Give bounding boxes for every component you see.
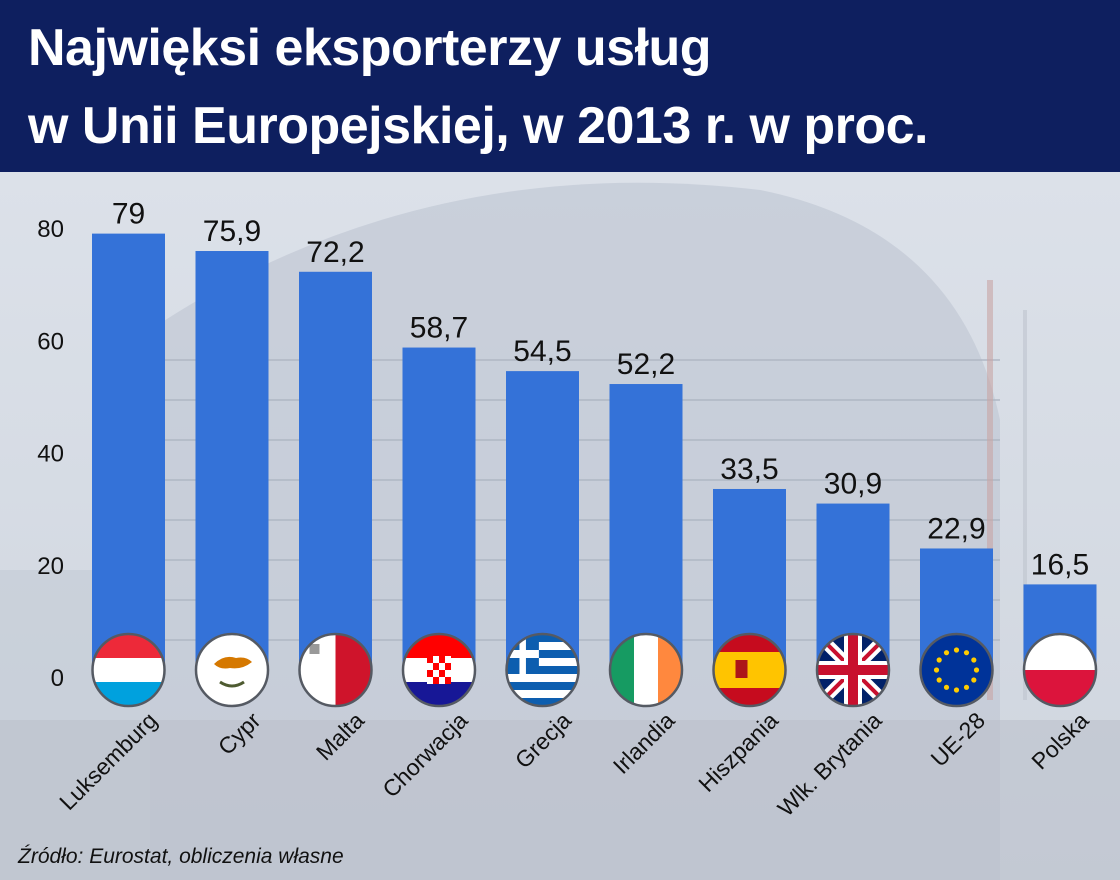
greece-flag-icon (505, 632, 580, 708)
bar (92, 233, 165, 668)
category-label: Hiszpania (693, 707, 783, 797)
bar-value-label: 58,7 (410, 312, 468, 345)
bar-group: 16,5 Polska (1022, 548, 1098, 774)
ireland-flag-icon (608, 632, 684, 708)
malta-flag-icon (298, 632, 373, 708)
luxembourg-flag-icon (91, 632, 166, 708)
bar (299, 271, 372, 667)
bar (506, 371, 579, 667)
category-label: Luksemburg (54, 707, 162, 815)
eu-flag-icon (919, 632, 994, 708)
y-tick-label: 60 (37, 328, 64, 355)
bar-value-label: 79 (112, 198, 145, 231)
bar-value-label: 52,2 (617, 348, 675, 381)
spain-flag-icon (712, 632, 787, 708)
category-label: Wlk. Brytania (772, 707, 886, 821)
bar-value-label: 30,9 (824, 468, 882, 501)
bar-value-label: 72,2 (306, 236, 364, 269)
chart-title-line-1: Najwięksi eksporterzy usług (28, 19, 712, 77)
title-banner: Najwięksi eksporterzy usług w Unii Europ… (0, 0, 1120, 172)
y-tick-label: 40 (37, 441, 64, 468)
chart-title-line-2: w Unii Europejskiej, w 2013 r. w proc. (28, 97, 929, 155)
bar-group: 75,9 Cypr (194, 215, 270, 760)
bar-group: 54,5 Grecja (505, 335, 580, 773)
poland-flag-icon (1022, 632, 1098, 708)
y-tick-label: 0 (51, 665, 64, 692)
bar-value-label: 16,5 (1031, 548, 1089, 581)
category-label: UE-28 (926, 707, 990, 771)
bar-value-label: 75,9 (203, 215, 261, 248)
category-label: Irlandia (608, 707, 680, 779)
bar-group: 30,9 Wlk. Brytania (772, 468, 891, 821)
bar-group: 58,7 Chorwacja (377, 312, 477, 802)
bar-group: 79 Luksemburg (54, 198, 166, 815)
source-note: Źródło: Eurostat, obliczenia własne (18, 845, 344, 868)
bar (402, 347, 476, 667)
bar-value-label: 22,9 (927, 512, 985, 545)
cyprus-flag-icon (194, 632, 270, 708)
bar (195, 251, 269, 668)
bar-value-label: 33,5 (720, 453, 778, 486)
croatia-flag-icon (401, 632, 477, 708)
y-tick-label: 20 (37, 553, 64, 580)
bar-value-label: 54,5 (513, 335, 571, 368)
category-label: Malta (311, 707, 369, 765)
bar-group: 72,2 Malta (298, 236, 373, 765)
bar-group: 52,2 Irlandia (608, 348, 684, 779)
bar-group: 33,5 Hiszpania (693, 453, 787, 797)
category-label: Polska (1026, 707, 1093, 774)
bar-group: 22,9 UE-28 (919, 512, 994, 772)
category-label: Grecja (510, 707, 576, 773)
uk-flag-icon (815, 632, 891, 708)
category-label: Chorwacja (377, 707, 472, 802)
bar (609, 384, 683, 667)
category-label: Cypr (213, 707, 266, 760)
y-tick-label: 80 (37, 216, 64, 243)
